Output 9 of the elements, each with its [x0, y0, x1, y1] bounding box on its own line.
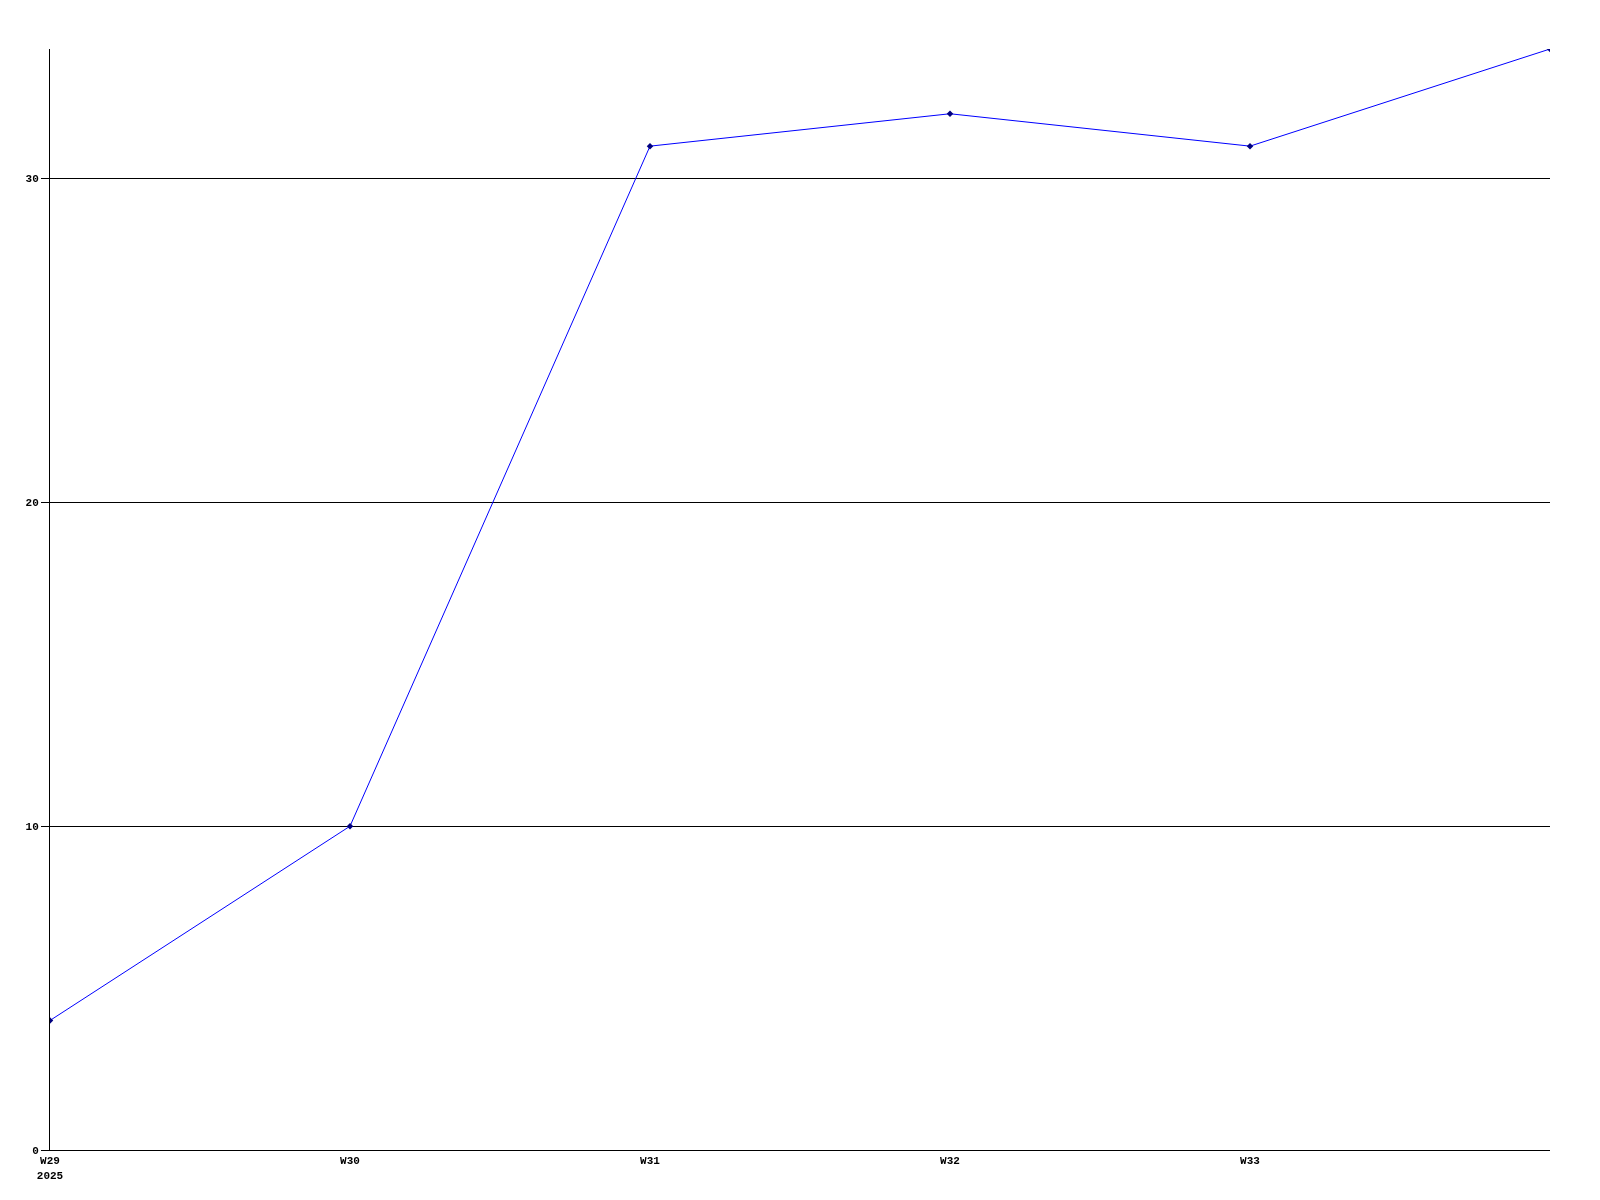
x-tick-label: W29 2025: [36, 1155, 64, 1182]
x-tick-label: W31: [640, 1155, 661, 1168]
x-tick-label: W33: [1240, 1155, 1261, 1168]
y-tick-label: 20: [25, 497, 39, 510]
y-tick-label: 30: [25, 173, 39, 186]
y-tick-label: 0: [32, 1144, 39, 1157]
y-tick-label: 10: [25, 821, 39, 834]
x-tick-label: W32: [940, 1155, 960, 1168]
x-tick-label: W30: [340, 1155, 360, 1168]
